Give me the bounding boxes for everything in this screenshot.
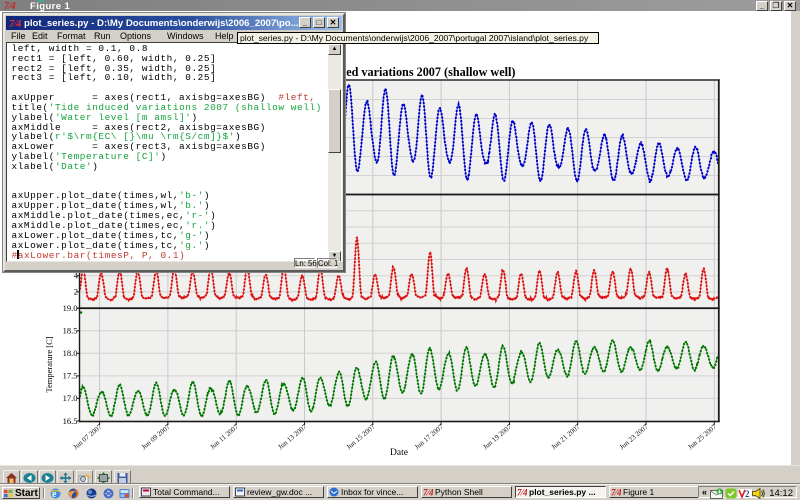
svg-text:7⁄4: 7⁄4	[517, 488, 527, 498]
svg-text:Jun 19 2007: Jun 19 2007	[481, 423, 513, 452]
svg-text:Jun 09 2007: Jun 09 2007	[140, 423, 172, 452]
svg-text:Temperature [C]: Temperature [C]	[44, 336, 54, 392]
svg-text:Tide induced variations 2007 (: Tide induced variations 2007 (shallow we…	[291, 65, 516, 79]
svg-text:19.0: 19.0	[63, 303, 78, 313]
svg-text:7⁄4: 7⁄4	[9, 19, 21, 29]
svg-text:Jun 15 2007: Jun 15 2007	[345, 423, 377, 452]
svg-text:Jun 23 2007: Jun 23 2007	[618, 423, 650, 452]
svg-text:2: 2	[745, 489, 750, 499]
svg-text:7⁄4: 7⁄4	[4, 1, 16, 11]
svg-text:7⁄4: 7⁄4	[423, 488, 433, 498]
svg-text:2: 2	[74, 287, 78, 297]
svg-text:Date: Date	[390, 448, 408, 458]
svg-text:17.0: 17.0	[63, 393, 78, 403]
svg-text:Jun 07 2007: Jun 07 2007	[72, 423, 104, 452]
svg-text:Jun 13 2007: Jun 13 2007	[277, 423, 309, 452]
svg-text:Jun 17 2007: Jun 17 2007	[413, 423, 445, 452]
svg-text:Jun 25 2007: Jun 25 2007	[686, 423, 718, 452]
svg-text:Jun 11 2007: Jun 11 2007	[208, 423, 240, 452]
svg-text:16.5: 16.5	[63, 416, 78, 426]
svg-text:18.5: 18.5	[63, 326, 78, 336]
svg-text:4: 4	[74, 270, 79, 280]
svg-text:17.5: 17.5	[63, 371, 78, 381]
svg-text:7⁄4: 7⁄4	[611, 488, 621, 498]
svg-text:18.0: 18.0	[63, 348, 78, 358]
svg-text:e: e	[52, 489, 57, 499]
svg-text:Jun 21 2007: Jun 21 2007	[550, 423, 582, 452]
